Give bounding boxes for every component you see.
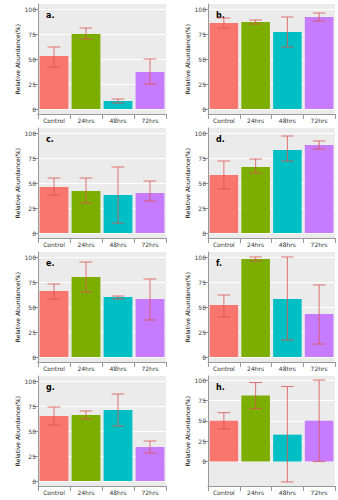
svg-text:Relative Abundance(%): Relative Abundance(%) <box>184 272 191 342</box>
svg-text:d.: d. <box>216 135 225 144</box>
svg-text:100: 100 <box>25 378 37 385</box>
svg-text:25: 25 <box>28 205 36 212</box>
svg-text:Relative Abundance(%): Relative Abundance(%) <box>14 272 21 342</box>
svg-text:100: 100 <box>25 254 37 261</box>
svg-text:0: 0 <box>32 106 36 113</box>
svg-text:24hrs: 24hrs <box>247 241 264 248</box>
svg-text:100: 100 <box>195 377 207 384</box>
svg-text:72hrs: 72hrs <box>311 241 328 248</box>
svg-text:50: 50 <box>198 180 206 187</box>
svg-text:0: 0 <box>202 458 206 465</box>
svg-text:100: 100 <box>195 6 207 13</box>
svg-text:100: 100 <box>195 130 207 137</box>
svg-text:50: 50 <box>28 56 36 63</box>
svg-text:50: 50 <box>28 180 36 187</box>
svg-text:75: 75 <box>198 31 206 38</box>
svg-text:75: 75 <box>28 403 36 410</box>
svg-text:24hrs: 24hrs <box>77 241 94 248</box>
svg-text:48hrs: 48hrs <box>109 365 126 372</box>
svg-text:48hrs: 48hrs <box>279 489 296 496</box>
svg-text:24hrs: 24hrs <box>77 117 94 124</box>
svg-text:Relative Abundance(%): Relative Abundance(%) <box>184 396 191 466</box>
svg-text:e.: e. <box>46 259 54 268</box>
svg-text:75: 75 <box>28 31 36 38</box>
svg-text:50: 50 <box>198 417 206 424</box>
svg-text:100: 100 <box>25 130 37 137</box>
svg-text:Relative Abundance(%): Relative Abundance(%) <box>184 24 191 94</box>
svg-text:Control: Control <box>43 241 65 248</box>
svg-text:c.: c. <box>46 135 54 144</box>
svg-text:24hrs: 24hrs <box>247 117 264 124</box>
svg-text:Control: Control <box>213 489 235 496</box>
svg-text:0: 0 <box>32 478 36 485</box>
svg-text:Control: Control <box>213 365 235 372</box>
svg-text:48hrs: 48hrs <box>279 365 296 372</box>
svg-text:48hrs: 48hrs <box>279 117 296 124</box>
svg-text:Control: Control <box>213 117 235 124</box>
svg-text:50: 50 <box>28 428 36 435</box>
svg-text:72hrs: 72hrs <box>141 117 158 124</box>
svg-text:25: 25 <box>28 81 36 88</box>
svg-text:50: 50 <box>198 304 206 311</box>
svg-text:72hrs: 72hrs <box>311 489 328 496</box>
svg-text:Relative Abundance(%): Relative Abundance(%) <box>14 396 21 466</box>
svg-text:50: 50 <box>28 304 36 311</box>
svg-text:75: 75 <box>198 155 206 162</box>
svg-text:48hrs: 48hrs <box>109 117 126 124</box>
svg-text:h.: h. <box>216 383 225 392</box>
svg-text:b.: b. <box>216 10 225 20</box>
svg-text:0: 0 <box>202 354 206 361</box>
svg-text:72hrs: 72hrs <box>141 365 158 372</box>
svg-text:25: 25 <box>28 453 36 460</box>
svg-text:25: 25 <box>198 329 206 336</box>
svg-text:48hrs: 48hrs <box>109 241 126 248</box>
svg-text:75: 75 <box>198 397 206 404</box>
svg-text:75: 75 <box>28 155 36 162</box>
svg-text:75: 75 <box>28 279 36 286</box>
svg-text:g.: g. <box>46 383 55 392</box>
svg-text:25: 25 <box>198 205 206 212</box>
svg-text:24hrs: 24hrs <box>247 489 264 496</box>
svg-text:0: 0 <box>202 230 206 237</box>
svg-text:a.: a. <box>46 11 54 20</box>
svg-text:72hrs: 72hrs <box>141 241 158 248</box>
svg-text:0: 0 <box>202 106 206 113</box>
svg-text:50: 50 <box>198 56 206 63</box>
svg-text:Control: Control <box>43 489 65 496</box>
svg-text:48hrs: 48hrs <box>109 489 126 496</box>
svg-text:f.: f. <box>216 259 222 268</box>
svg-text:Control: Control <box>43 117 65 124</box>
svg-text:25: 25 <box>28 329 36 336</box>
svg-text:0: 0 <box>32 230 36 237</box>
svg-text:25: 25 <box>198 438 206 445</box>
svg-text:24hrs: 24hrs <box>247 365 264 372</box>
svg-text:Control: Control <box>43 365 65 372</box>
svg-text:100: 100 <box>195 254 207 261</box>
svg-text:Relative Abundance(%): Relative Abundance(%) <box>14 148 21 218</box>
svg-text:72hrs: 72hrs <box>141 489 158 496</box>
svg-text:75: 75 <box>198 279 206 286</box>
svg-text:100: 100 <box>25 6 37 13</box>
svg-text:Relative Abundance(%): Relative Abundance(%) <box>14 24 21 94</box>
svg-text:72hrs: 72hrs <box>311 365 328 372</box>
svg-text:72hrs: 72hrs <box>311 117 328 124</box>
svg-text:48hrs: 48hrs <box>279 241 296 248</box>
svg-text:25: 25 <box>198 81 206 88</box>
svg-text:0: 0 <box>32 354 36 361</box>
svg-text:24hrs: 24hrs <box>77 365 94 372</box>
svg-text:24hrs: 24hrs <box>77 489 94 496</box>
svg-text:Relative Abundance(%): Relative Abundance(%) <box>184 148 191 218</box>
svg-text:Control: Control <box>213 241 235 248</box>
